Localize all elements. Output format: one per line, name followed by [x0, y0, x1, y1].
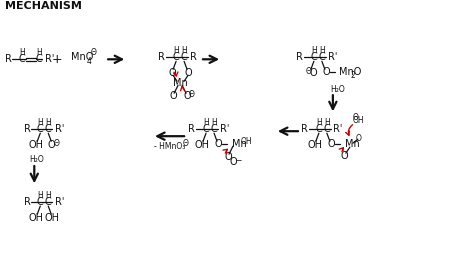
Text: OH: OH	[353, 116, 365, 125]
Text: H: H	[211, 118, 217, 127]
Text: O: O	[309, 68, 317, 78]
Text: R: R	[190, 52, 197, 62]
Text: R: R	[158, 52, 165, 62]
Text: H: H	[36, 48, 42, 57]
Text: C: C	[173, 52, 180, 62]
Text: H₂O: H₂O	[330, 85, 345, 94]
Text: O: O	[169, 91, 177, 101]
Text: H: H	[37, 118, 43, 127]
Text: R': R'	[220, 124, 229, 134]
Text: OH: OH	[308, 140, 322, 150]
Text: C: C	[323, 124, 330, 134]
Text: O: O	[47, 140, 55, 150]
Text: OH: OH	[29, 213, 44, 223]
Text: C: C	[45, 197, 52, 207]
Text: O: O	[340, 151, 347, 161]
Text: R': R'	[333, 124, 342, 134]
Text: MnO: MnO	[339, 67, 361, 77]
Text: R: R	[301, 124, 308, 134]
Text: C: C	[36, 54, 43, 64]
Text: O: O	[214, 139, 222, 149]
Text: Θ: Θ	[306, 67, 312, 76]
Text: OH: OH	[241, 137, 253, 146]
Text: R': R'	[55, 197, 64, 207]
Text: C: C	[316, 124, 322, 134]
Text: H: H	[324, 118, 330, 127]
Text: R: R	[24, 197, 31, 207]
Text: +: +	[52, 53, 63, 66]
Text: MnO: MnO	[71, 52, 93, 62]
Text: 2: 2	[350, 71, 355, 80]
Text: OH: OH	[45, 213, 60, 223]
Text: C: C	[310, 52, 317, 62]
Text: OH: OH	[29, 140, 44, 150]
Text: Θ: Θ	[353, 113, 359, 122]
Text: Mn: Mn	[173, 78, 187, 88]
Text: C: C	[181, 52, 187, 62]
Text: C: C	[45, 124, 52, 134]
Text: H: H	[311, 46, 317, 55]
Text: C: C	[210, 124, 218, 134]
Text: R': R'	[46, 54, 55, 64]
Text: R: R	[188, 124, 195, 134]
Text: H₂O: H₂O	[29, 155, 44, 164]
Text: H: H	[203, 118, 209, 127]
Text: Mn: Mn	[345, 139, 360, 149]
Text: C: C	[19, 54, 26, 64]
Text: O: O	[229, 157, 237, 167]
Text: Mn: Mn	[232, 139, 247, 149]
Text: R': R'	[328, 52, 337, 62]
Text: OH: OH	[194, 140, 210, 150]
Text: R: R	[24, 124, 31, 134]
Text: O: O	[356, 134, 362, 143]
Text: O: O	[322, 67, 330, 77]
Text: H: H	[319, 46, 325, 55]
Text: H: H	[181, 46, 187, 55]
Text: −: −	[235, 156, 241, 165]
Text: Θ: Θ	[182, 139, 188, 148]
Text: O: O	[184, 68, 192, 78]
Text: Θ: Θ	[188, 90, 194, 99]
Text: H: H	[37, 191, 43, 200]
Text: Θ: Θ	[53, 139, 59, 148]
Text: H: H	[19, 48, 25, 57]
Text: O: O	[168, 68, 176, 78]
Text: R': R'	[55, 124, 64, 134]
Text: O: O	[224, 152, 232, 162]
Text: C: C	[319, 52, 325, 62]
Text: 4: 4	[87, 57, 91, 66]
Text: H: H	[46, 118, 51, 127]
Text: H: H	[173, 46, 179, 55]
Text: R: R	[296, 52, 303, 62]
Text: C: C	[37, 197, 44, 207]
Text: MECHANISM: MECHANISM	[5, 1, 82, 11]
Text: R: R	[5, 54, 12, 64]
Text: H: H	[46, 191, 51, 200]
Text: - HMnO₃: - HMnO₃	[155, 142, 186, 151]
Text: C: C	[203, 124, 210, 134]
Text: Θ: Θ	[90, 48, 96, 57]
Text: O: O	[183, 91, 191, 101]
Text: C: C	[37, 124, 44, 134]
Text: H: H	[316, 118, 322, 127]
Text: O: O	[327, 139, 335, 149]
